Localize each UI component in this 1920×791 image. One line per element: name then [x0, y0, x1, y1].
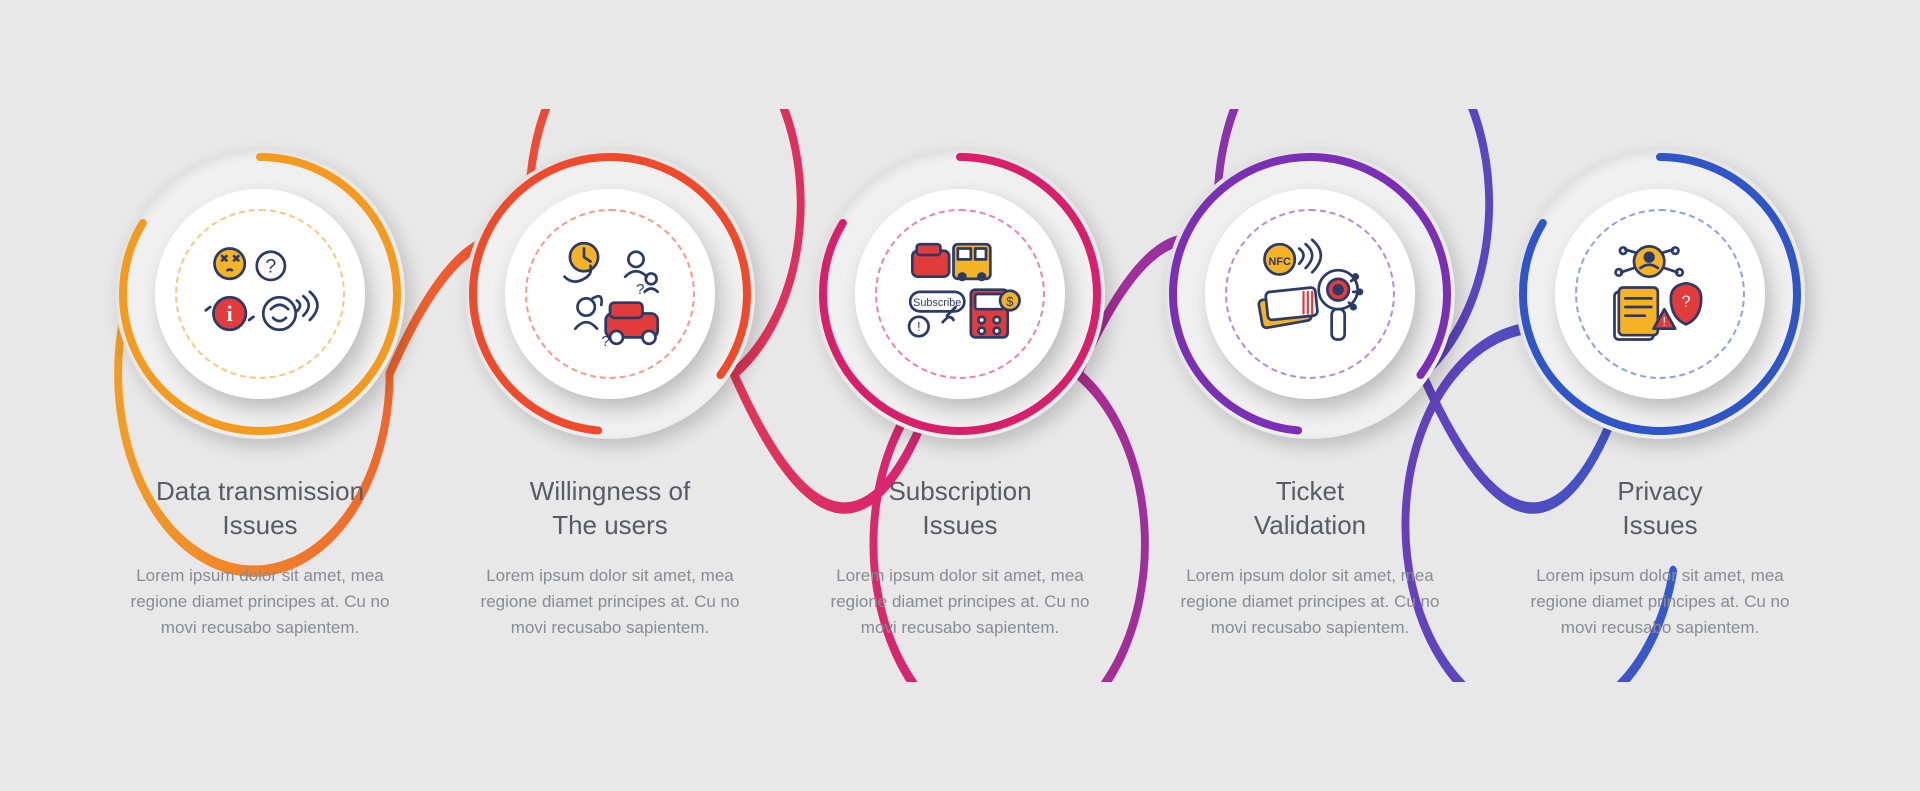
step-title-5: Privacy Issues: [1617, 475, 1702, 543]
step-body-1: Lorem ipsum dolor sit amet, mea regione …: [115, 563, 405, 642]
inner-button-4: NFC: [1205, 189, 1415, 399]
dashed-ring-2: [525, 209, 695, 379]
infographic-row: ? i Data transmission Issues Lorem ipsum…: [65, 109, 1855, 682]
circle-1: ? i: [115, 149, 405, 439]
step-body-4: Lorem ipsum dolor sit amet, mea regione …: [1165, 563, 1455, 642]
circle-2: ? ?: [465, 149, 755, 439]
step-ticket-validation: NFC: [1155, 149, 1465, 642]
inner-button-2: ? ?: [505, 189, 715, 399]
circle-5: ! ?: [1515, 149, 1805, 439]
step-willingness: ? ? Willingness of The users: [455, 149, 765, 642]
inner-button-3: Subscribe ! $: [855, 189, 1065, 399]
step-title-3: Subscription Issues: [888, 475, 1031, 543]
step-title-2: Willingness of The users: [530, 475, 690, 543]
dashed-ring-4: [1225, 209, 1395, 379]
step-title-4: Ticket Validation: [1254, 475, 1366, 543]
step-privacy: ! ? Privacy Issues Lorem ipsum dolor sit…: [1505, 149, 1815, 642]
inner-button-5: ! ?: [1555, 189, 1765, 399]
step-subscription: Subscribe ! $ Subs: [805, 149, 1115, 642]
circle-3: Subscribe ! $: [815, 149, 1105, 439]
step-title-1: Data transmission Issues: [156, 475, 364, 543]
step-body-2: Lorem ipsum dolor sit amet, mea regione …: [465, 563, 755, 642]
dashed-ring-3: [875, 209, 1045, 379]
dashed-ring-1: [175, 209, 345, 379]
dashed-ring-5: [1575, 209, 1745, 379]
inner-button-1: ? i: [155, 189, 365, 399]
step-data-transmission: ? i Data transmission Issues Lorem ipsum…: [105, 149, 415, 642]
step-body-3: Lorem ipsum dolor sit amet, mea regione …: [815, 563, 1105, 642]
step-body-5: Lorem ipsum dolor sit amet, mea regione …: [1515, 563, 1805, 642]
circle-4: NFC: [1165, 149, 1455, 439]
